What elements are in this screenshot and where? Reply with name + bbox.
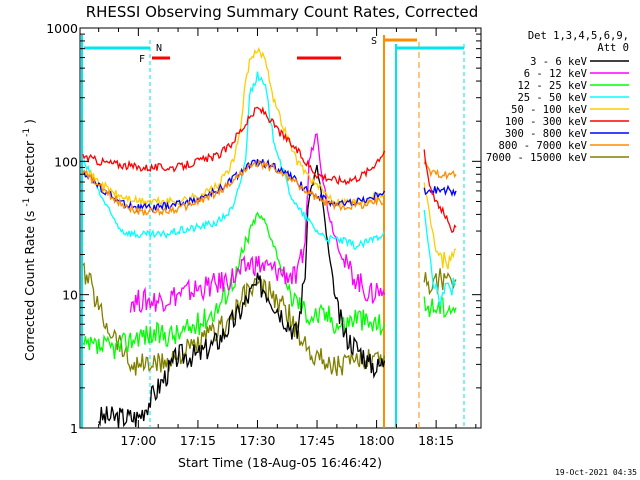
series-line-post xyxy=(423,268,457,296)
x-tick-label-5: 18:15 xyxy=(418,433,454,448)
legend-label-3: 25 - 50 keV xyxy=(517,92,587,104)
y-tick-label-3: 1000 xyxy=(46,21,78,36)
y-tick-label-0: 1 xyxy=(70,421,78,436)
y-tick-label-1: 10 xyxy=(62,288,78,303)
series-layer xyxy=(82,46,457,429)
x-tick-label-4: 18:00 xyxy=(359,433,395,448)
flag-label-s: S xyxy=(371,36,377,47)
y-axis-label-end: ) xyxy=(22,119,37,124)
legend-header-line2: Att 0 xyxy=(597,42,629,54)
y-tick-label-2: 100 xyxy=(54,154,78,169)
series-line xyxy=(82,211,386,360)
series-line xyxy=(129,133,386,314)
series-line-post xyxy=(423,182,457,270)
legend-label-1: 6 - 12 keV xyxy=(524,68,588,80)
series-line-post xyxy=(423,184,457,197)
x-tick-label-3: 17:45 xyxy=(299,433,335,448)
legend-label-0: 3 - 6 keV xyxy=(530,56,588,68)
series-7000-15000-kev xyxy=(82,262,457,377)
chart-title: RHESSI Observing Summary Count Rates, Co… xyxy=(86,3,479,21)
legend-header-line1: Det 1,3,4,5,6,9, xyxy=(528,30,629,42)
series-line xyxy=(82,46,386,208)
series-300-800-kev xyxy=(82,158,457,214)
series-line-post xyxy=(423,158,457,181)
legend-label-8: 7000 - 15000 keV xyxy=(486,152,588,164)
series-line xyxy=(82,71,386,250)
series-6-12-kev xyxy=(129,133,386,314)
y-axis-label-sup1: -1 xyxy=(22,198,32,207)
series-12-25-kev xyxy=(82,211,457,360)
legend-label-5: 100 - 300 keV xyxy=(505,116,588,128)
series-line xyxy=(82,106,386,186)
series-line xyxy=(98,164,386,429)
series-line-post xyxy=(423,149,457,234)
plot-frame xyxy=(79,27,482,429)
legend-label-2: 12 - 25 keV xyxy=(517,80,587,92)
series-100-300-kev xyxy=(82,106,457,234)
series-line xyxy=(82,262,386,377)
axes-layer: 17:00 17:15 17:30 17:45 18:00 18:15 1 10 100 1000 xyxy=(46,21,481,448)
series-line xyxy=(82,158,386,214)
series-800-7000-kev xyxy=(82,158,457,216)
series-50-100-kev xyxy=(82,46,457,270)
x-axis-label: Start Time (18-Aug-05 16:46:42) xyxy=(178,455,382,470)
y-axis-label: Corrected Count Rate (s -1 detector -1 ) xyxy=(17,119,37,361)
series-line-post xyxy=(423,296,457,318)
series-line-post xyxy=(423,209,457,307)
series-3-6-kev xyxy=(98,164,386,429)
y-axis-label-mid: detector xyxy=(22,140,37,194)
flag-label-n: N xyxy=(156,43,162,54)
x-tick-label-1: 17:15 xyxy=(180,433,216,448)
x-tick-label-2: 17:30 xyxy=(239,433,275,448)
legend-label-7: 800 - 7000 keV xyxy=(498,140,587,152)
legend-label-6: 300 - 800 keV xyxy=(505,128,588,140)
plot-border xyxy=(79,27,482,429)
x-tick-label-0: 17:00 xyxy=(120,433,156,448)
y-axis-label-main: Corrected Count Rate (s xyxy=(22,211,37,361)
timestamp: 19-Oct-2021 04:35 xyxy=(555,468,637,477)
legend-label-4: 50 - 100 keV xyxy=(511,104,588,116)
y-axis-label-sup2: -1 xyxy=(22,128,32,137)
flag-label-f: F xyxy=(139,54,145,65)
series-25-50-kev xyxy=(82,71,457,307)
series-line xyxy=(82,159,386,216)
